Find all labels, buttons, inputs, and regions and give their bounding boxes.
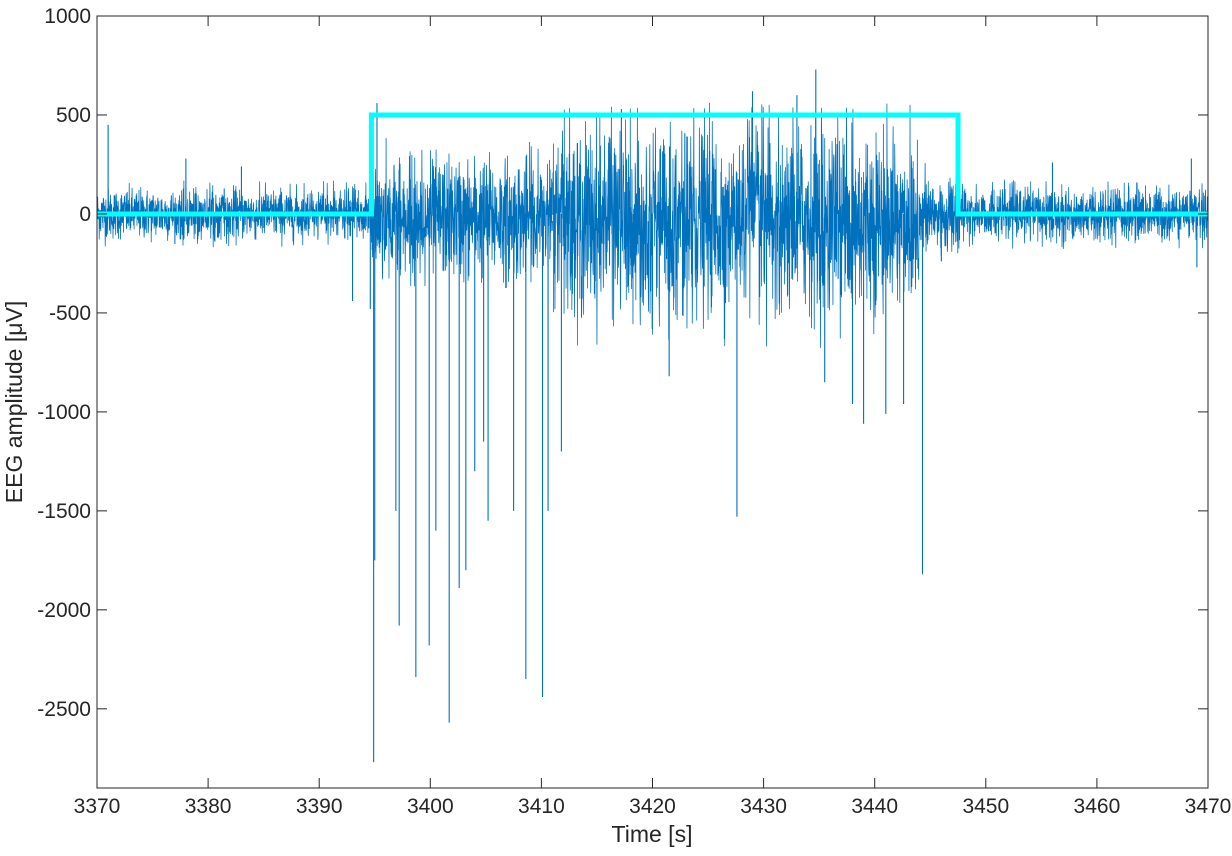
y-tick-label: -2500	[37, 698, 91, 721]
plot-background	[97, 16, 1208, 788]
y-axis-label: EEG amplitude [μV]	[1, 301, 27, 503]
x-tick-label: 3460	[1074, 795, 1121, 818]
axes-layer: 3370 3380 3390 3400 3410 3420 3430 3440 3450 3460…	[37, 5, 1231, 818]
x-axis-label: Time [s]	[612, 821, 693, 847]
y-tick-label: 0	[79, 203, 91, 226]
y-tick-label: -1000	[37, 401, 91, 424]
eeg-signal-segment-0	[96, 180, 372, 248]
x-tick-label: 3470	[1185, 795, 1232, 818]
seizure-marker-line	[97, 112, 1208, 217]
y-tick-label: -1500	[37, 500, 91, 523]
y-tick-label: 1000	[44, 5, 91, 28]
eeg-signal-layer	[96, 69, 1209, 763]
y-tick-label: 500	[56, 104, 91, 127]
y-tick-label: -500	[49, 302, 91, 325]
eeg-signal-segment-1	[371, 137, 553, 289]
x-tick-label: 3440	[851, 795, 898, 818]
y-tick-label: -2000	[37, 599, 91, 622]
x-tick-label: 3400	[407, 795, 454, 818]
x-tick-label: 3380	[185, 795, 232, 818]
x-tick-label: 3370	[74, 795, 121, 818]
eeg-signal-segment-3	[918, 163, 959, 257]
x-tick-label: 3420	[629, 795, 676, 818]
eeg-signal-segment-4	[957, 179, 1209, 250]
eeg-signal-segment-2	[552, 102, 920, 348]
x-tick-label: 3430	[740, 795, 787, 818]
x-tick-label: 3390	[296, 795, 343, 818]
x-tick-label: 3410	[518, 795, 565, 818]
seizure-marker-layer	[97, 112, 1208, 217]
x-tick-label: 3450	[962, 795, 1009, 818]
